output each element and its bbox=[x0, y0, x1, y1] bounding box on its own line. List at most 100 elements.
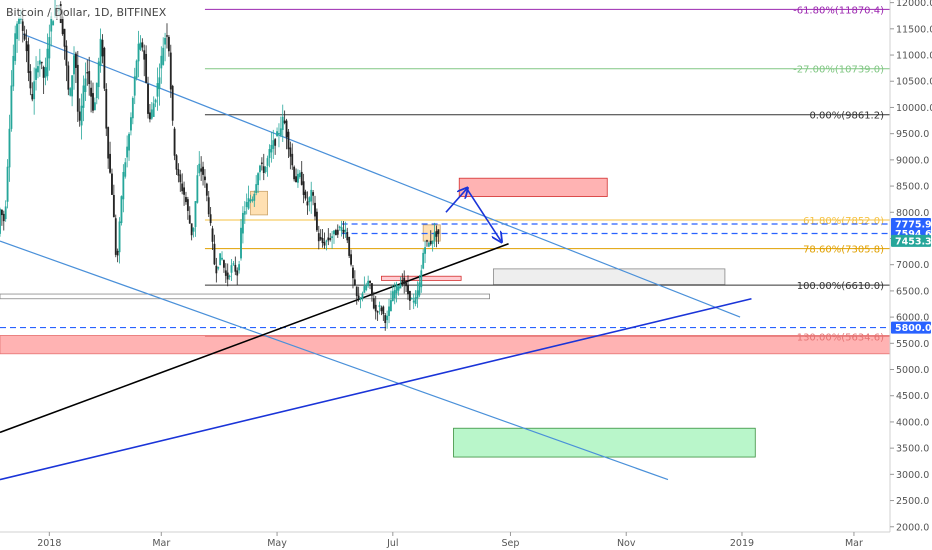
candle-body bbox=[124, 162, 127, 177]
candle-body bbox=[291, 153, 294, 166]
candle-body bbox=[323, 242, 326, 246]
candle-body bbox=[405, 282, 408, 287]
candle-body bbox=[23, 33, 26, 40]
candle-body bbox=[128, 133, 130, 151]
candle-body bbox=[315, 211, 318, 231]
candle-body bbox=[255, 184, 258, 194]
candle-body bbox=[205, 183, 208, 196]
time-tick-label: May bbox=[267, 538, 287, 549]
candle-body bbox=[209, 214, 212, 224]
candle-body bbox=[217, 266, 220, 269]
candle-body bbox=[371, 283, 373, 296]
candle-body bbox=[202, 166, 204, 175]
candle-body bbox=[393, 290, 396, 299]
candle-body bbox=[264, 166, 267, 173]
candle-body bbox=[211, 228, 214, 242]
candle-body bbox=[156, 83, 159, 97]
candle-body bbox=[418, 282, 421, 296]
candle-body bbox=[357, 295, 360, 299]
candle-body bbox=[105, 89, 108, 129]
price-tick-label: 12000.0 bbox=[896, 0, 932, 9]
price-tick-label: 8000.0 bbox=[896, 208, 929, 219]
candle-body bbox=[407, 284, 409, 295]
price-tick-label: 5000.0 bbox=[896, 365, 929, 376]
candle-body bbox=[44, 67, 47, 78]
candle-body bbox=[251, 199, 254, 201]
candle-body bbox=[336, 229, 339, 235]
price-tick-label: 4000.0 bbox=[896, 417, 929, 428]
candle-body bbox=[308, 197, 311, 203]
candle-body bbox=[69, 88, 72, 96]
candle-body bbox=[84, 78, 87, 92]
price-tick-label: 9000.0 bbox=[896, 155, 929, 166]
projection-arrow bbox=[445, 189, 467, 213]
candle-body bbox=[86, 72, 89, 74]
candle-body bbox=[114, 218, 117, 255]
candle-body bbox=[76, 64, 79, 112]
price-tick-label: 7000.0 bbox=[896, 260, 929, 271]
time-tick-label: Mar bbox=[152, 538, 170, 549]
candle-body bbox=[33, 81, 36, 100]
candle-body bbox=[122, 171, 125, 200]
candle-body bbox=[289, 147, 292, 157]
zone-box bbox=[250, 190, 268, 216]
price-tick-label: 9500.0 bbox=[896, 129, 929, 140]
candle-body bbox=[331, 236, 334, 238]
candle-body bbox=[346, 232, 349, 241]
candle-body bbox=[215, 265, 218, 274]
trendline bbox=[0, 240, 669, 481]
candle-body bbox=[181, 183, 184, 192]
candle-body bbox=[319, 236, 322, 240]
candle-body bbox=[0, 208, 1, 234]
candle-body bbox=[177, 169, 180, 176]
candle-body bbox=[312, 192, 315, 196]
dashed-levels-layer bbox=[0, 223, 890, 329]
price-tick-label: 4500.0 bbox=[896, 391, 929, 402]
arrows-layer bbox=[445, 189, 501, 241]
candle-body bbox=[224, 270, 227, 276]
zone-box bbox=[453, 427, 756, 458]
candle-body bbox=[78, 111, 81, 121]
price-tick-label: 11000.0 bbox=[896, 51, 932, 62]
candle-body bbox=[391, 291, 394, 302]
candle-body bbox=[196, 175, 199, 203]
candle-body bbox=[344, 229, 347, 232]
candle-body bbox=[374, 304, 377, 312]
candle-body bbox=[408, 290, 411, 301]
candle-body bbox=[111, 173, 113, 195]
candle-body bbox=[433, 232, 436, 241]
candle-body bbox=[369, 280, 371, 283]
zone-box bbox=[458, 177, 608, 197]
candle-body bbox=[295, 176, 297, 183]
candle-body bbox=[185, 197, 187, 203]
candle-body bbox=[327, 237, 330, 241]
candle-body bbox=[73, 55, 75, 75]
price-axis[interactable]: 12000.0 11500.0 11000.0 10500.0 10000.0 9500.… bbox=[889, 0, 932, 533]
candle-body bbox=[274, 139, 277, 146]
fib-level-label: 100.00%(6610.0) bbox=[797, 281, 884, 292]
candle-body bbox=[437, 229, 440, 235]
candle-body bbox=[10, 85, 13, 129]
price-tick-label: 10000.0 bbox=[896, 103, 932, 114]
candle-body bbox=[46, 48, 49, 77]
zone-box bbox=[0, 293, 490, 300]
candle-body bbox=[221, 257, 223, 260]
candle-body bbox=[88, 71, 91, 85]
candle-body bbox=[38, 60, 41, 65]
candle-body bbox=[95, 82, 98, 99]
candle-body bbox=[145, 53, 148, 83]
time-axis[interactable]: 2018 Mar May Jul Sep Nov 2019 Mar bbox=[0, 531, 890, 549]
candle-body bbox=[173, 128, 176, 156]
candle-body bbox=[420, 270, 423, 288]
candle-body bbox=[365, 285, 368, 290]
candle-body bbox=[262, 166, 265, 173]
candle-body bbox=[340, 227, 343, 231]
candle-body bbox=[31, 93, 34, 100]
candle-body bbox=[167, 36, 170, 52]
candle-body bbox=[42, 66, 45, 78]
candle-body bbox=[363, 286, 366, 293]
time-tick-label: Sep bbox=[502, 538, 520, 549]
candle-body bbox=[397, 286, 400, 291]
candle-body bbox=[107, 127, 110, 159]
